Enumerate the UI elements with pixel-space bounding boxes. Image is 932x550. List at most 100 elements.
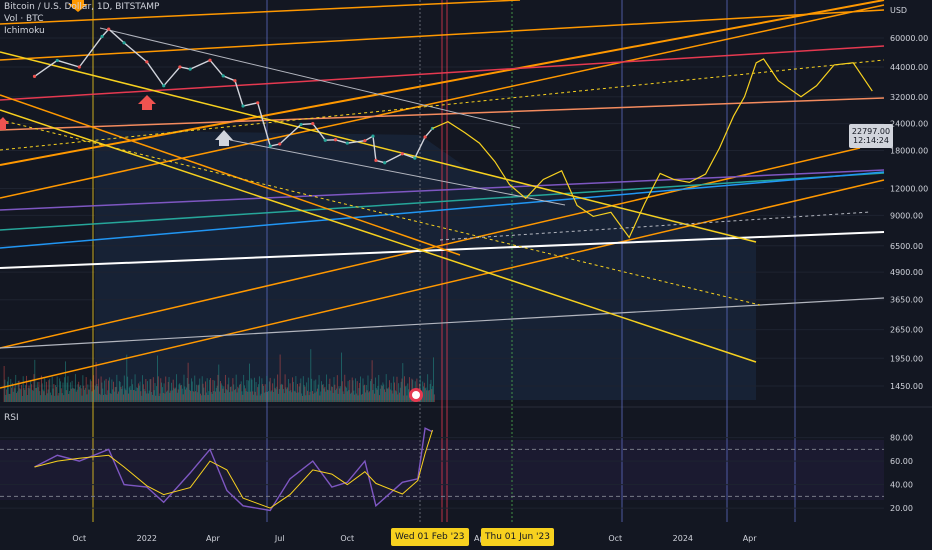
price-tick-label: 9000.00 — [890, 211, 923, 220]
volume-bar — [50, 395, 52, 402]
volume-bar — [33, 374, 35, 402]
volume-bar — [103, 395, 105, 402]
volume-bar — [228, 377, 230, 402]
trend-line — [0, 179, 885, 389]
volume-bar — [61, 393, 63, 402]
rsi-tick-label: 40.00 — [890, 481, 913, 490]
volume-bar — [261, 378, 263, 402]
rsi-indicator-label[interactable]: RSI — [4, 413, 19, 423]
volume-bar — [17, 381, 19, 402]
volume-bar — [220, 383, 222, 402]
volume-bar — [121, 388, 123, 402]
volume-bar — [91, 391, 93, 402]
volume-bar — [4, 379, 6, 402]
volume-bar — [255, 382, 257, 402]
volume-bar — [355, 378, 356, 402]
volume-bar — [176, 374, 177, 402]
volume-bar — [290, 390, 292, 402]
volume-bar — [37, 387, 39, 402]
projection-line — [432, 58, 873, 239]
volume-bar — [308, 395, 310, 402]
volume-bar — [222, 388, 224, 402]
trend-line — [0, 94, 461, 256]
rsi-ma-line — [34, 429, 433, 509]
volume-bar — [16, 393, 18, 402]
volume-bar — [34, 359, 36, 402]
volume-bar — [134, 374, 136, 402]
volume-bar — [266, 375, 268, 402]
volume-bar — [113, 381, 114, 402]
price-point — [400, 152, 404, 156]
volume-bar — [307, 390, 308, 402]
volume-bar — [145, 378, 147, 402]
price-point — [278, 142, 282, 146]
volume-bar — [182, 394, 184, 402]
ichimoku-indicator-label[interactable]: Ichimoku — [4, 26, 45, 36]
volume-bar — [372, 390, 374, 402]
volume-bar — [277, 374, 279, 402]
volume-bar — [212, 379, 214, 402]
volume-bar — [326, 374, 327, 402]
volume-bar — [9, 393, 11, 402]
volume-bar — [307, 377, 309, 402]
price-point — [423, 135, 427, 139]
volume-bar — [398, 383, 400, 402]
volume-bar — [359, 382, 361, 402]
volume-indicator-label[interactable]: Vol · BTC — [4, 14, 44, 24]
date-tick-label: Oct — [608, 534, 622, 543]
volume-bar — [283, 393, 285, 402]
volume-bar — [376, 389, 378, 402]
volume-bar — [309, 391, 311, 402]
volume-bar — [320, 391, 322, 402]
volume-bar — [54, 395, 56, 402]
volume-bar — [429, 383, 431, 402]
volume-bar — [256, 395, 258, 402]
trend-line — [0, 119, 761, 306]
volume-bar — [125, 390, 127, 402]
volume-bar — [330, 390, 332, 402]
volume-bar — [98, 393, 100, 402]
price-point — [323, 138, 327, 142]
volume-bar — [211, 393, 213, 402]
volume-bar — [237, 386, 239, 402]
date-tick-label: Apr — [743, 534, 758, 543]
volume-bar — [164, 393, 166, 402]
volume-bar — [361, 393, 363, 402]
volume-bar — [433, 394, 435, 402]
volume-bar — [254, 391, 256, 402]
price-tick-label: 6500.00 — [890, 242, 923, 251]
trend-line — [0, 0, 885, 166]
volume-bar — [86, 394, 88, 402]
volume-bar — [235, 374, 237, 402]
volume-bar — [52, 388, 54, 402]
volume-bar — [87, 384, 89, 402]
volume-bar — [136, 387, 138, 402]
volume-bar — [305, 395, 307, 402]
volume-bar — [64, 377, 66, 402]
volume-bar — [219, 391, 221, 402]
volume-bar — [53, 384, 55, 402]
volume-bar — [188, 383, 190, 402]
arrow-up-icon — [138, 95, 156, 110]
volume-bar — [210, 378, 211, 402]
price-tick-label: 60000.00 — [890, 34, 928, 43]
volume-bar — [118, 380, 120, 402]
volume-bar — [119, 381, 121, 402]
volume-bar — [302, 376, 304, 402]
date-tick-label: Apr — [206, 534, 221, 543]
volume-bar — [273, 392, 274, 402]
volume-bar — [29, 388, 31, 402]
volume-bar — [75, 391, 77, 402]
volume-bar — [297, 383, 298, 402]
volume-bar — [55, 385, 56, 402]
volume-bar — [365, 385, 367, 402]
volume-bar — [13, 386, 15, 402]
volume-bar — [402, 363, 404, 402]
volume-bar — [299, 383, 301, 402]
volume-bar — [250, 378, 252, 402]
volume-bar — [337, 393, 339, 402]
volume-bar — [123, 394, 124, 402]
volume-bar — [184, 386, 186, 402]
volume-bar — [127, 393, 129, 402]
